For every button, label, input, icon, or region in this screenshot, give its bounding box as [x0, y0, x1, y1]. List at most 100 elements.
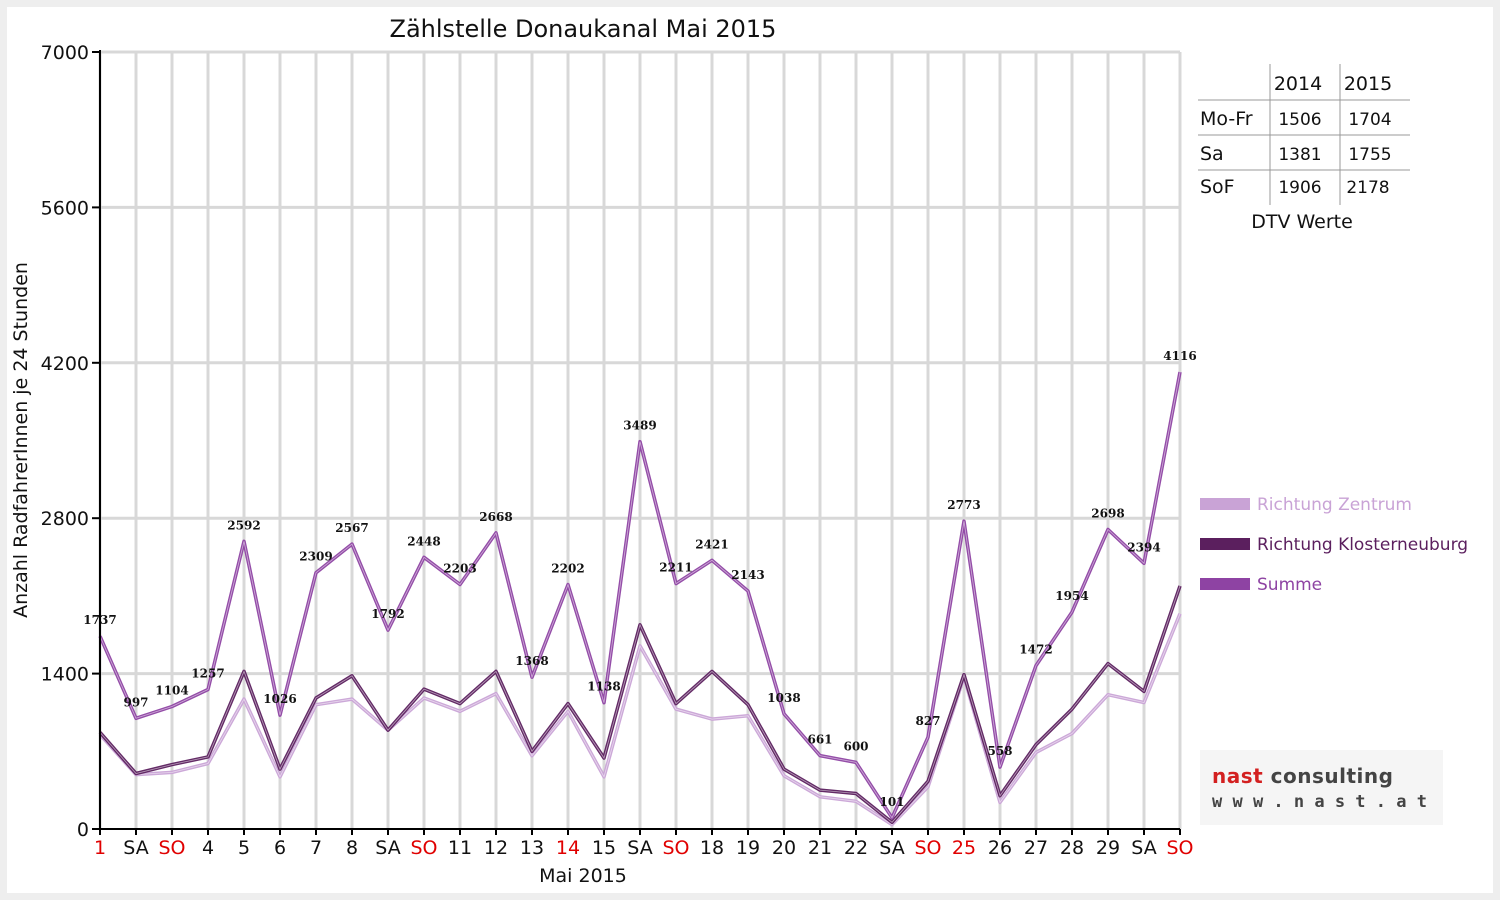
legend-label: Summe: [1257, 575, 1322, 595]
table-cell: 1381: [1278, 145, 1321, 165]
data-label: 1026: [263, 692, 296, 706]
data-label: 558: [987, 744, 1012, 758]
x-tick-label: 6: [274, 837, 286, 859]
data-label: 827: [915, 714, 940, 728]
dtv-table: 2014 2015 Mo-Fr 1506 1704 Sa 1381 1755 S…: [1198, 64, 1410, 233]
y-tick-label: 5600: [41, 197, 89, 219]
x-tick-label: 22: [844, 837, 868, 859]
x-tick-label: 14: [556, 837, 580, 859]
x-tick-label: 27: [1024, 837, 1048, 859]
table-cell: 1906: [1278, 178, 1321, 198]
y-tick-label: 1400: [41, 664, 89, 686]
x-tick-label: SA: [627, 837, 652, 859]
data-label: 1737: [83, 613, 116, 627]
y-tick-label: 4200: [41, 353, 89, 375]
x-tick-label: 7: [310, 837, 322, 859]
legend-label: Richtung Zentrum: [1257, 495, 1412, 515]
y-tick-label: 0: [77, 819, 89, 841]
data-label: 2668: [479, 510, 512, 524]
data-label: 1472: [1019, 643, 1052, 657]
x-tick-label: SA: [123, 837, 148, 859]
x-tick-label: 20: [772, 837, 796, 859]
legend-swatch: [1200, 538, 1250, 550]
data-label: 2698: [1091, 507, 1124, 521]
x-tick-label: 29: [1096, 837, 1120, 859]
data-label: 2773: [947, 498, 980, 512]
data-label: 4116: [1163, 349, 1196, 363]
x-tick-label: 13: [520, 837, 544, 859]
legend-swatch: [1200, 578, 1250, 590]
chart-title: Zählstelle Donaukanal Mai 2015: [390, 15, 777, 43]
data-label: 2448: [407, 534, 440, 548]
legend-swatch: [1200, 498, 1250, 510]
x-ticks: 1 SA SO 4 5 6 7 8 SA SO 11 12 13 14 15 SA SO 18 19 20 21 22 SA…: [94, 829, 1194, 859]
table-cell: 1704: [1348, 110, 1391, 130]
y-tick-label: 2800: [41, 508, 89, 530]
x-tick-label: SO: [158, 837, 185, 859]
x-tick-label: 1: [94, 837, 106, 859]
logo-url: w w w . n a s t . a t: [1212, 792, 1427, 812]
series-line-highlight: [99, 585, 1181, 823]
data-label: 2394: [1127, 540, 1160, 554]
logo-name: nast consulting: [1212, 764, 1394, 788]
x-tick-label: 28: [1060, 837, 1084, 859]
data-label: 2421: [695, 537, 728, 551]
legend-label: Richtung Klosterneuburg: [1257, 535, 1468, 555]
company-logo: nast consulting w w w . n a s t . a t: [1200, 750, 1443, 825]
x-tick-label: 11: [448, 837, 472, 859]
data-label: 3489: [623, 419, 656, 433]
data-label: 101: [879, 795, 904, 809]
data-label: 997: [123, 695, 148, 709]
data-label: 1104: [155, 683, 188, 697]
series-lines: [98, 371, 1182, 827]
x-axis-label: Mai 2015: [539, 865, 627, 887]
x-tick-label: SA: [1131, 837, 1156, 859]
x-tick-label: 4: [202, 837, 214, 859]
x-tick-label: 5: [238, 837, 250, 859]
x-tick-label: SO: [1166, 837, 1193, 859]
x-tick-label: SA: [879, 837, 904, 859]
series-line-highlight: [99, 613, 1181, 826]
table-cell: 1755: [1348, 145, 1391, 165]
data-label: 2202: [551, 562, 584, 576]
table-row-label: Sa: [1200, 143, 1224, 165]
data-label: 1257: [191, 666, 224, 680]
y-axis-label: Anzahl RadfahrerInnen je 24 Stunden: [10, 262, 32, 618]
x-tick-label: 18: [700, 837, 724, 859]
data-label: 661: [807, 733, 832, 747]
table-cell: 2178: [1346, 178, 1389, 198]
data-label: 2211: [659, 561, 692, 575]
data-label: 1954: [1055, 589, 1088, 603]
x-tick-label: 15: [592, 837, 616, 859]
y-tick-label: 7000: [41, 42, 89, 64]
data-label: 2567: [335, 521, 368, 535]
table-header-2015: 2015: [1344, 73, 1392, 95]
data-label: 1138: [587, 680, 620, 694]
data-label: 1792: [371, 607, 404, 621]
x-tick-label: SO: [914, 837, 941, 859]
table-caption: DTV Werte: [1251, 211, 1353, 233]
x-tick-label: 12: [484, 837, 508, 859]
data-label: 2309: [299, 550, 332, 564]
x-tick-label: SO: [662, 837, 689, 859]
x-tick-label: 8: [346, 837, 358, 859]
data-label: 2592: [227, 518, 260, 532]
x-tick-label: 21: [808, 837, 832, 859]
table-row-label: SoF: [1200, 176, 1235, 198]
table-header-2014: 2014: [1274, 73, 1322, 95]
x-tick-label: 26: [988, 837, 1012, 859]
data-label: 2143: [731, 568, 764, 582]
data-label: 600: [843, 739, 868, 753]
y-ticks: 0 1400 2800 4200 5600 7000: [41, 42, 100, 841]
x-tick-label: SA: [375, 837, 400, 859]
x-tick-label: 19: [736, 837, 760, 859]
data-label: 1368: [515, 654, 548, 668]
table-cell: 1506: [1278, 110, 1321, 130]
legend: Richtung Zentrum Richtung Klosterneuburg S…: [1200, 495, 1468, 595]
data-label: 2203: [443, 561, 476, 575]
data-labels: 1737997110412572592102623092567179224482…: [83, 349, 1196, 809]
x-tick-label: 25: [952, 837, 976, 859]
series-line-highlight: [99, 372, 1181, 819]
data-label: 1038: [767, 691, 800, 705]
